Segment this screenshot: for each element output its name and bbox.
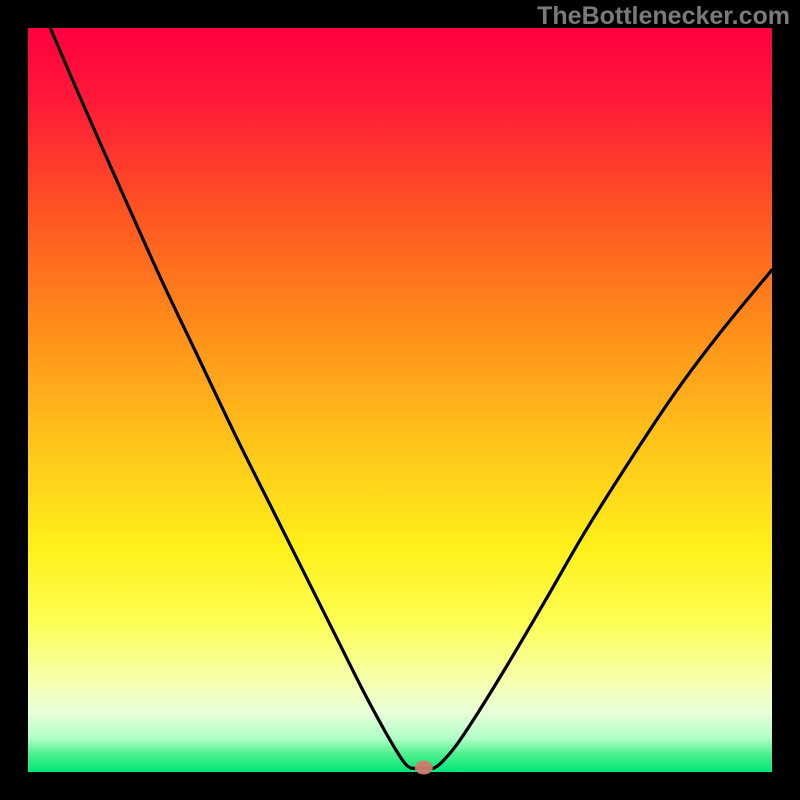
plot-background [28, 28, 772, 772]
watermark-text: TheBottlenecker.com [537, 2, 790, 31]
optimum-marker [415, 761, 433, 775]
bottleneck-chart [0, 0, 800, 800]
